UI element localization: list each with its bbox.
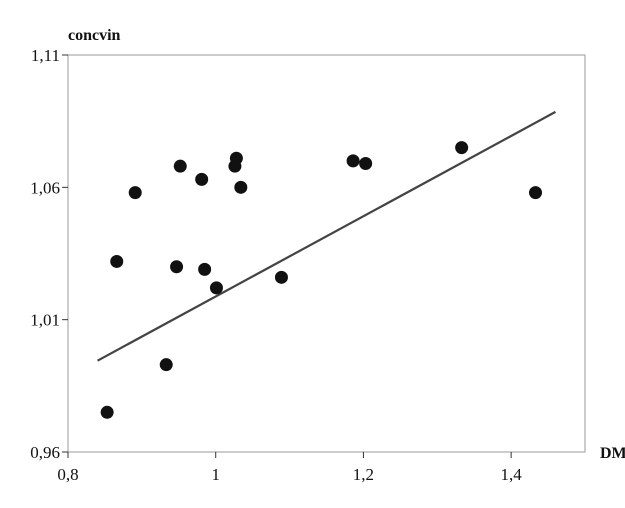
data-point (198, 262, 212, 276)
y-tick-label: 1,06 (30, 178, 60, 197)
y-tick-label: 1,11 (31, 46, 60, 65)
data-point (229, 151, 243, 165)
data-point (346, 154, 360, 168)
trendline (97, 110, 556, 362)
data-point (234, 180, 248, 194)
data-point (100, 405, 114, 419)
x-tick-label: 1,2 (353, 465, 374, 484)
data-point (159, 358, 173, 372)
data-point (209, 281, 223, 295)
y-tick-label: 0,96 (30, 443, 60, 462)
x-tick-label: 0,8 (57, 465, 78, 484)
data-point (359, 157, 373, 171)
data-point (170, 260, 184, 274)
trendline-group (97, 110, 556, 362)
y-axis: 0,96 1,01 1,06 1,11 (30, 46, 68, 462)
data-point (529, 186, 543, 200)
y-axis-title: concvin (68, 27, 121, 44)
x-tick-label: 1 (211, 465, 220, 484)
x-axis: 0,8 1 1,2 1,4 (57, 452, 522, 484)
data-point (128, 186, 142, 200)
x-axis-title: DM (600, 445, 625, 462)
data-point (110, 254, 124, 268)
data-point (173, 159, 187, 173)
x-tick-label: 1,4 (501, 465, 523, 484)
plot-area (67, 54, 586, 453)
data-point (195, 172, 209, 186)
data-point (274, 270, 288, 284)
data-point (455, 141, 469, 155)
data-points (100, 141, 543, 419)
y-tick-label: 1,01 (30, 311, 60, 330)
